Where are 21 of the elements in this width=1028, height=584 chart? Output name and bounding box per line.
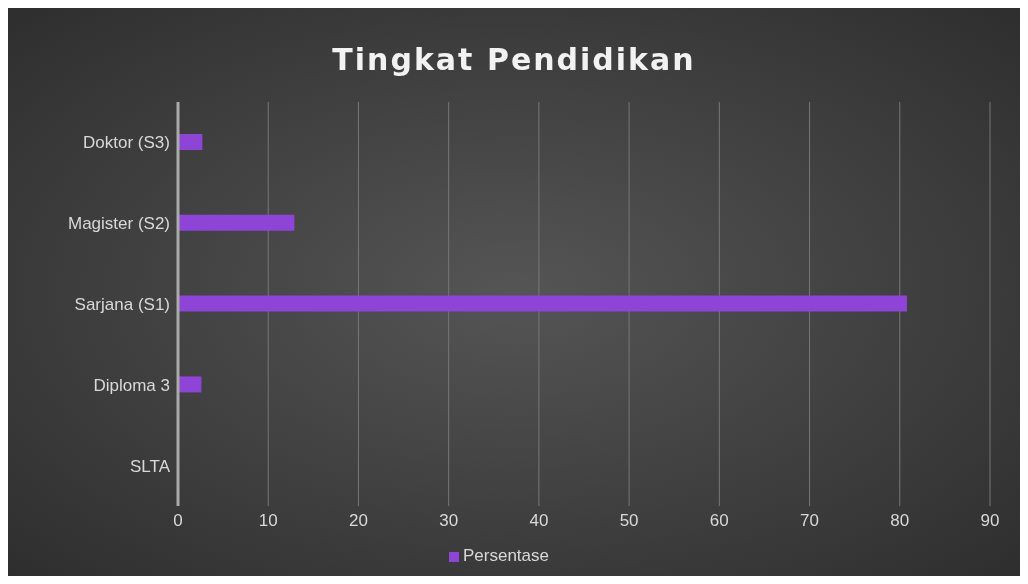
- y-tick-label: Diploma 3: [93, 375, 170, 395]
- x-tick-label: 60: [709, 511, 729, 531]
- x-tick-label: 50: [619, 511, 639, 531]
- x-tick-label: 30: [439, 511, 459, 531]
- legend-label: Persentase: [463, 546, 549, 565]
- y-tick-label: SLTA: [130, 456, 171, 476]
- x-tick-label: 90: [980, 511, 1000, 531]
- y-tick-label: Magister (S2): [67, 214, 170, 234]
- x-tick-label: 40: [529, 511, 549, 531]
- bar: [178, 134, 203, 150]
- bar: [178, 376, 202, 393]
- bar: [178, 214, 295, 231]
- x-tick-label: 70: [800, 511, 820, 531]
- x-tick-label: 0: [173, 511, 183, 531]
- y-tick-label: Doktor (S3): [83, 133, 170, 153]
- bar: [178, 295, 907, 312]
- y-tick-label: Sarjana (S1): [74, 295, 170, 315]
- x-tick-label: 80: [890, 511, 910, 531]
- chart-title: Tingkat Pendidikan: [331, 41, 697, 79]
- x-tick-label: 10: [258, 511, 278, 531]
- x-tick-label: 20: [348, 511, 368, 531]
